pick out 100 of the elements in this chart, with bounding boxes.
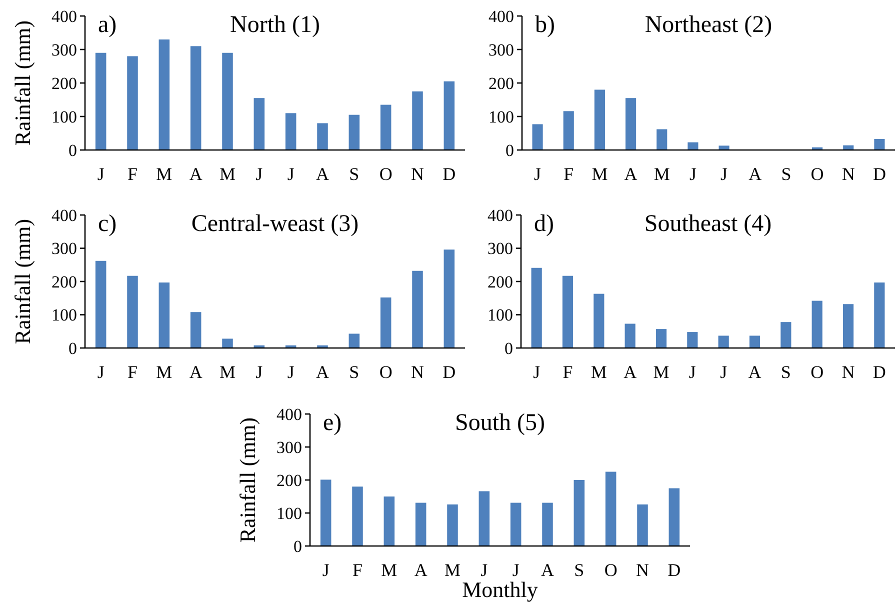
x-tick-label: J xyxy=(322,560,330,580)
bar xyxy=(352,486,363,546)
x-tick-label: M xyxy=(219,362,236,382)
x-tick-label: N xyxy=(636,560,649,580)
x-tick-label: F xyxy=(352,560,363,580)
x-tick-label: M xyxy=(156,164,172,184)
x-tick-label: F xyxy=(562,362,573,382)
bar xyxy=(874,282,885,348)
x-tick-label: M xyxy=(381,560,398,580)
bar xyxy=(158,39,170,150)
y-tick-label: 200 xyxy=(52,272,77,292)
y-tick-label: 100 xyxy=(488,306,513,325)
bar xyxy=(348,334,360,348)
x-tick-label: D xyxy=(872,164,886,184)
y-axis-title: Rainfall (mm) xyxy=(235,417,260,543)
y-tick-label: 400 xyxy=(488,206,513,225)
y-tick-label: 400 xyxy=(52,206,77,225)
x-tick-label: S xyxy=(349,164,360,184)
bar xyxy=(190,312,202,348)
x-tick-label: J xyxy=(97,362,104,382)
x-tick-label: J xyxy=(287,362,294,382)
bar xyxy=(874,138,885,150)
annotation: c) xyxy=(98,211,117,237)
bar xyxy=(444,81,455,150)
bar xyxy=(687,332,698,348)
bar xyxy=(415,502,426,546)
y-tick-label: 100 xyxy=(276,504,302,523)
x-tick-label: F xyxy=(127,164,138,184)
chart-title: Central-weast (3) xyxy=(191,211,359,237)
x-tick-label: A xyxy=(624,164,638,184)
y-tick-label: 300 xyxy=(276,438,302,457)
y-tick-label: 400 xyxy=(488,6,514,26)
bar xyxy=(380,104,392,150)
x-tick-label: J xyxy=(689,164,696,184)
x-tick-label: J xyxy=(720,164,728,184)
bar xyxy=(780,322,792,348)
bar xyxy=(222,338,233,348)
y-axis-title: Rainfall (mm) xyxy=(10,20,35,146)
x-tick-label: J xyxy=(534,164,542,184)
bar xyxy=(444,250,455,348)
x-tick-label: D xyxy=(442,362,456,382)
bar xyxy=(127,56,138,150)
annotation: e) xyxy=(323,410,342,436)
x-tick-label: A xyxy=(748,164,762,184)
x-tick-label: S xyxy=(574,560,584,580)
bar xyxy=(605,472,616,546)
bar xyxy=(718,336,729,348)
chart-title: North (1) xyxy=(230,12,320,38)
x-tick-label: N xyxy=(842,362,855,382)
bar xyxy=(626,98,636,150)
annotation: a) xyxy=(98,12,117,38)
x-tick-label: F xyxy=(564,164,574,184)
y-tick-label: 0 xyxy=(68,338,77,358)
bar xyxy=(510,502,522,546)
x-tick-label: O xyxy=(810,164,824,184)
bar xyxy=(624,324,636,348)
x-tick-label: A xyxy=(541,560,554,580)
x-tick-label: N xyxy=(411,362,424,382)
x-tick-label: O xyxy=(379,362,392,382)
x-tick-label: M xyxy=(219,164,236,184)
x-tick-label: M xyxy=(590,362,607,382)
y-tick-label: 0 xyxy=(294,536,302,556)
bar xyxy=(563,111,574,150)
x-tick-label: J xyxy=(287,164,294,184)
y-tick-label: 400 xyxy=(52,6,77,26)
x-tick-label: J xyxy=(533,362,540,382)
x-tick-label: S xyxy=(781,164,792,184)
bar xyxy=(127,276,138,348)
bar xyxy=(95,52,106,150)
y-tick-label: 200 xyxy=(488,272,513,292)
bar xyxy=(348,114,360,150)
bar xyxy=(158,282,170,348)
x-tick-label: N xyxy=(842,164,855,184)
bar xyxy=(412,270,423,348)
x-tick-label: J xyxy=(97,164,104,184)
bar xyxy=(688,142,698,150)
y-tick-label: 0 xyxy=(68,140,77,160)
x-tick-label: M xyxy=(444,560,461,580)
x-tick-label: D xyxy=(872,362,886,382)
bar xyxy=(574,480,585,546)
annotation: d) xyxy=(534,211,554,237)
bar xyxy=(254,98,265,150)
bar xyxy=(285,113,296,150)
y-axis-title: Rainfall (mm) xyxy=(10,218,35,344)
y-tick-label: 100 xyxy=(52,107,77,126)
chart-title: South (5) xyxy=(455,410,545,436)
x-tick-label: J xyxy=(480,560,488,580)
x-tick-label: D xyxy=(442,164,456,184)
bar xyxy=(749,336,760,348)
bar xyxy=(842,304,854,348)
x-tick-label: M xyxy=(653,362,670,382)
x-tick-label: N xyxy=(411,164,424,184)
bar xyxy=(656,129,668,150)
bar xyxy=(542,502,553,546)
y-tick-label: 400 xyxy=(276,404,302,424)
bar xyxy=(594,90,605,150)
x-tick-label: D xyxy=(668,560,681,580)
y-tick-label: 300 xyxy=(52,239,77,258)
x-tick-label: J xyxy=(256,362,263,382)
x-tick-label: A xyxy=(316,164,329,184)
